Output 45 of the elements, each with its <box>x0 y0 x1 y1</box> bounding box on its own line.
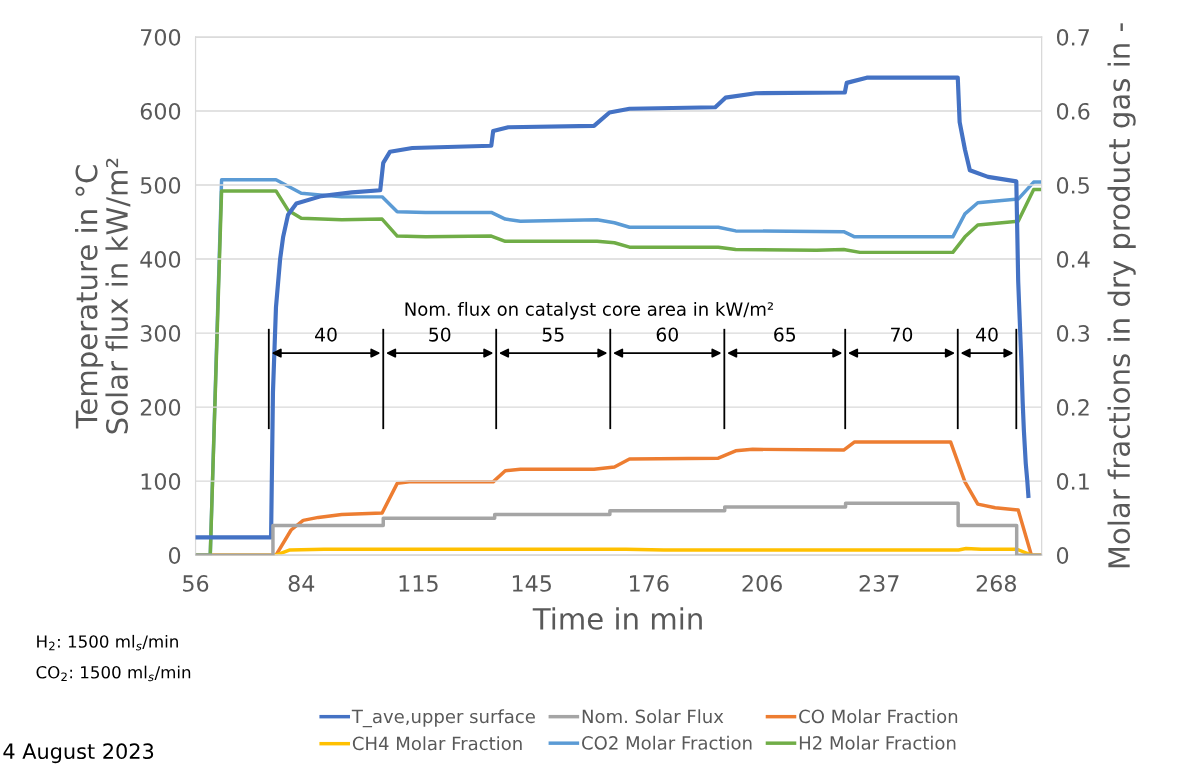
y-tick-label: 500 <box>140 176 181 194</box>
annotation: Nom. flux on catalyst core area in kW/m² <box>405 301 774 320</box>
legend-label: H2 Molar Fraction <box>799 735 956 750</box>
y-axis-title: Temperature in °C Solar flux in kW/m² <box>74 158 131 434</box>
y2-tick-label: 0.6 <box>1056 102 1090 120</box>
y-tick-label: 600 <box>140 102 181 120</box>
legend-label: CO Molar Fraction <box>799 709 958 724</box>
x-tick-label: 56 <box>183 575 209 592</box>
x-tick-label: 206 <box>742 575 782 592</box>
annotation: 70 <box>891 327 913 342</box>
x-axis-title: Time in min <box>532 607 702 630</box>
y2-axis-title: Molar fractions in dry product gas in - <box>1107 23 1136 568</box>
x-tick-label: 145 <box>512 575 551 592</box>
x-tick-label: 237 <box>859 575 899 592</box>
annotation: 50 <box>429 327 451 342</box>
y2-tick-label: 0.3 <box>1056 325 1090 342</box>
x-tick-label: 176 <box>630 575 669 592</box>
annotation: 65 <box>774 327 796 342</box>
text: H$_{2}$: 1500 ml$_{s}$/min <box>37 634 178 651</box>
y-tick-label: 300 <box>140 325 181 342</box>
y-tick-label: 100 <box>141 473 181 490</box>
legend-label: CO2 Molar Fraction <box>582 735 752 750</box>
annotation: 60 <box>656 327 678 342</box>
y2-tick-label: 0.1 <box>1056 473 1089 490</box>
x-tick-label: 84 <box>288 575 315 592</box>
annotation: 55 <box>542 327 564 342</box>
y-tick-label: 0 <box>168 547 181 564</box>
annotation: 40 <box>315 327 337 342</box>
x-tick-label: 268 <box>976 575 1016 592</box>
y2-tick-label: 0.5 <box>1056 176 1089 194</box>
legend-label: CH4 Molar Fraction <box>352 736 522 751</box>
y2-tick-label: 0.4 <box>1056 251 1090 268</box>
y2-tick-label: 0.7 <box>1056 28 1089 46</box>
x-tick-label: 115 <box>399 575 438 592</box>
y-tick-label: 200 <box>140 399 181 416</box>
text: 4 August 2023 <box>3 743 154 764</box>
legend-label: Nom. Solar Flux <box>582 709 724 724</box>
y-tick-label: 700 <box>141 28 181 46</box>
legend-label: T_ave,upper surface <box>351 709 535 728</box>
y-tick-label: 400 <box>140 251 181 268</box>
y2-tick-label: 0.2 <box>1056 399 1089 416</box>
y2-tick-label: 0 <box>1056 547 1069 564</box>
text: CO$_{2}$: 1500 ml$_{s}$/min <box>36 665 191 682</box>
annotation: 40 <box>976 327 998 342</box>
line-series <box>195 75 1031 540</box>
